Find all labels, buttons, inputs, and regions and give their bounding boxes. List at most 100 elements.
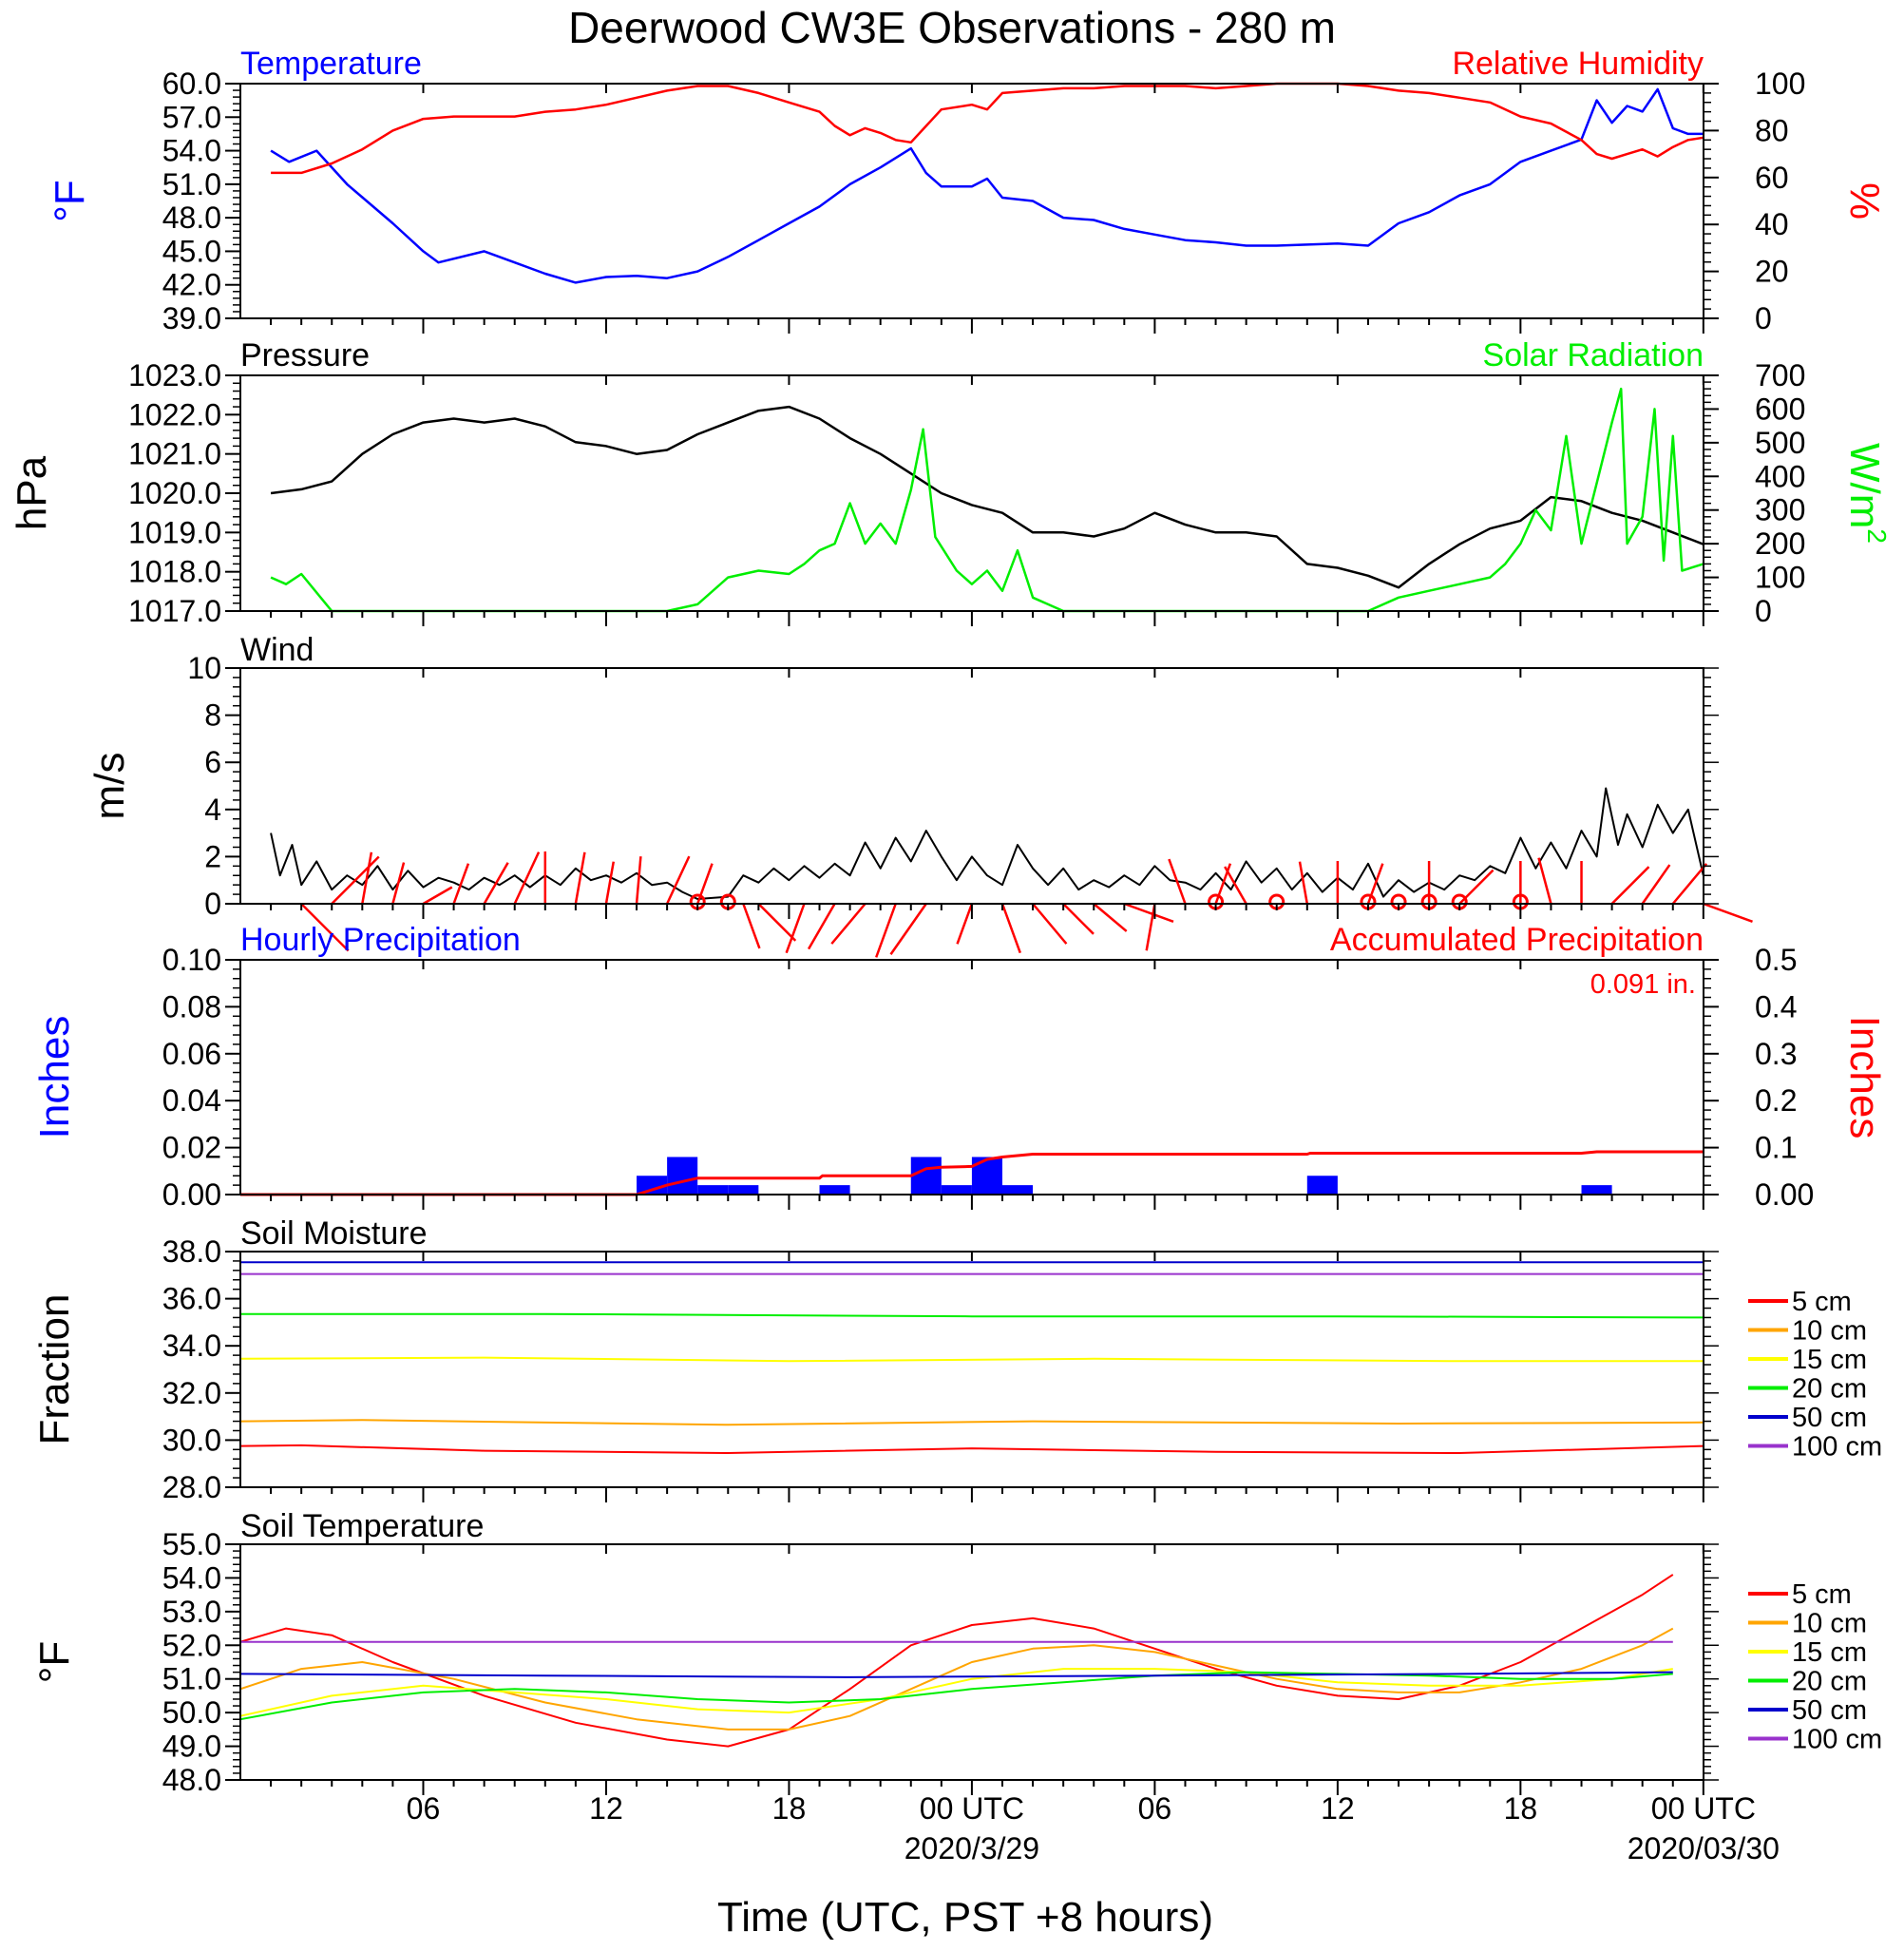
wind-barb <box>331 855 380 905</box>
y-right-tick-label: 0.00 <box>1755 1177 1814 1212</box>
y-tick-label: 38.0 <box>162 1234 221 1269</box>
precipitation-panel: 0.00 0.02 0.04 0.06 0.08 0.10 0.00 0.1 0.2 0.3 0.4… <box>31 922 1888 1212</box>
soil-moisture-panel: 28.0 30.0 32.0 34.0 36.0 38.0 Soil Moisture Fra… <box>31 1215 1882 1504</box>
y-tick-label: 0.04 <box>162 1083 221 1118</box>
legend-label: 10 cm <box>1792 1609 1867 1639</box>
hourly-precip-bar <box>1002 1185 1034 1195</box>
y-tick-label: 0.08 <box>162 989 221 1023</box>
solar-title: Solar Radiation <box>1483 337 1704 373</box>
legend-label: 15 cm <box>1792 1345 1867 1375</box>
y-tick-label: 52.0 <box>162 1628 221 1662</box>
wind-barb <box>1168 858 1187 905</box>
legend-label: 100 cm <box>1792 1725 1882 1755</box>
x-axis-title: Time (UTC, PST +8 hours) <box>717 1894 1213 1941</box>
wind-axis-title: m/s <box>86 753 133 820</box>
y-tick-label: 48.0 <box>162 1763 221 1797</box>
x-tick-label: 00 UTC <box>920 1791 1024 1826</box>
y-tick-label: 42.0 <box>162 268 221 302</box>
soil-temperature-axis-title: °F <box>31 1641 78 1683</box>
accumulated-precip-line <box>240 1150 1704 1196</box>
time-axis: 06 12 18 00 UTC 06 12 18 00 UTC 2020/3/29 2020/03… <box>407 1791 1780 1865</box>
legend-label: 50 cm <box>1792 1403 1867 1433</box>
legend-label: 5 cm <box>1792 1579 1852 1610</box>
y-tick-label: 28.0 <box>162 1470 221 1504</box>
wind-barb <box>361 851 373 905</box>
wind-barb <box>807 903 836 950</box>
series-line-5-cm <box>239 1574 1674 1748</box>
x-tick-label: 06 <box>1138 1791 1172 1826</box>
wind-frame <box>239 667 1704 905</box>
temperature-humidity-panel: 39.042.045.048.051.054.057.060.0 0 20 40 60 8… <box>47 46 1888 335</box>
y-right-tick-label: 0.1 <box>1755 1131 1797 1165</box>
legend-label: 5 cm <box>1792 1287 1852 1317</box>
y-right-tick-label: 600 <box>1755 392 1805 426</box>
y-right-tick-label: 500 <box>1755 426 1805 460</box>
hourly-precip-bar <box>637 1176 668 1195</box>
humidity-title: Relative Humidity <box>1452 46 1704 82</box>
y-right-tick-label: 700 <box>1755 358 1805 392</box>
y-tick-label: 1021.0 <box>128 437 221 471</box>
wind-barb <box>300 903 350 952</box>
series-line-5-cm <box>239 1444 1704 1454</box>
panels: 39.042.045.048.051.054.057.060.002040608… <box>9 46 1892 1797</box>
y-right-tick-label: 0.5 <box>1755 943 1797 977</box>
y-tick-label: 54.0 <box>162 134 221 168</box>
hourly-precip-bar <box>819 1185 850 1195</box>
series-line-solar-radiation <box>270 387 1704 613</box>
y-right-tick-label: 0.3 <box>1755 1037 1797 1071</box>
wind-barb <box>1298 861 1309 905</box>
x-tick-label: 00 UTC <box>1651 1791 1756 1826</box>
y-tick-label: 51.0 <box>162 167 221 201</box>
hourly-precip-bar <box>728 1185 759 1195</box>
soil-moisture-axis-title: Fraction <box>31 1294 78 1445</box>
series-line-10-cm <box>239 1627 1674 1731</box>
y-tick-label: 0 <box>204 887 221 921</box>
y-tick-label: 51.0 <box>162 1662 221 1696</box>
x-date-label: 2020/3/29 <box>904 1831 1039 1865</box>
wind-barb <box>665 855 691 905</box>
accumulated-precip-title: Accumulated Precipitation <box>1330 922 1704 958</box>
temperature-title: Temperature <box>240 46 422 82</box>
y-tick-label: 48.0 <box>162 201 221 235</box>
series-line-10-cm <box>239 1419 1704 1426</box>
y-right-tick-label: 100 <box>1755 67 1805 101</box>
series-line-wind-speed <box>270 787 1704 900</box>
wind-barb <box>391 862 406 905</box>
wind-barb <box>1214 863 1232 905</box>
pressure-solar-panel: 1017.0 1018.0 1019.0 1020.0 1021.0 1022.0 1023… <box>9 337 1892 628</box>
soil-temperature-panel: 48.049.050.051.052.053.054.055.0 Soil Tem… <box>31 1508 1882 1797</box>
y-tick-label: 57.0 <box>162 100 221 134</box>
legend-label: 100 cm <box>1792 1432 1882 1463</box>
y-tick-label: 1020.0 <box>128 476 221 510</box>
hourly-precip-bar <box>697 1185 729 1195</box>
legend-label: 20 cm <box>1792 1667 1867 1697</box>
figure-title: Deerwood CW3E Observations - 280 m <box>568 3 1336 52</box>
wind-barb <box>1703 902 1753 923</box>
accumulated-total-label: 0.091 in. <box>1590 969 1696 1000</box>
y-tick-label: 30.0 <box>162 1423 221 1457</box>
series-line-15-cm <box>239 1356 1704 1363</box>
wind-barb <box>889 903 927 955</box>
y-tick-label: 0.02 <box>162 1131 221 1165</box>
wind-barb <box>604 861 616 905</box>
y-tick-label: 0.00 <box>162 1177 221 1212</box>
hourly-precip-bar <box>1306 1176 1338 1195</box>
wind-barb <box>1062 903 1095 935</box>
x-tick-label: 12 <box>1321 1791 1355 1826</box>
x-tick-label: 18 <box>772 1791 807 1826</box>
y-tick-label: 0.10 <box>162 943 221 977</box>
hourly-precip-bar <box>971 1157 1002 1195</box>
y-tick-label: 8 <box>204 698 221 733</box>
precip-right-axis-title: Inches <box>1841 1016 1888 1139</box>
wind-barb <box>875 903 897 958</box>
temperature-axis-title: °F <box>47 180 93 221</box>
series-line-20-cm <box>239 1671 1673 1721</box>
wind-barb <box>1537 857 1552 905</box>
y-tick-label: 60.0 <box>162 67 221 101</box>
wind-barb <box>757 903 797 942</box>
series-line-50-cm <box>239 1671 1673 1678</box>
y-tick-label: 36.0 <box>162 1282 221 1316</box>
humidity-axis-title: % <box>1841 182 1888 220</box>
y-right-tick-label: 60 <box>1755 161 1789 195</box>
